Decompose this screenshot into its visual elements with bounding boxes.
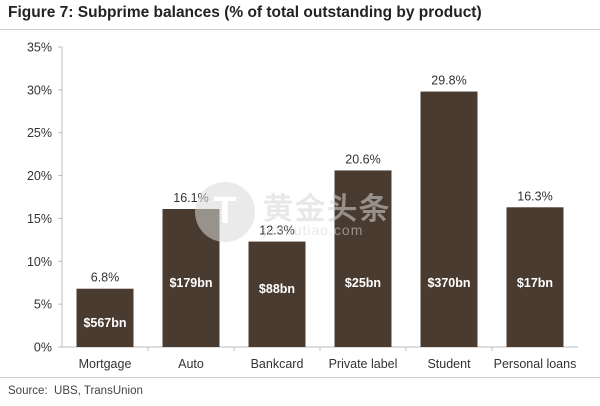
y-tick-label: 35% (27, 41, 52, 55)
bar (76, 288, 134, 347)
bar-chart: 0% 5% 10% 15% 20% 25% 30% 35% Mortgage 6.8% $567bn… (27, 41, 578, 371)
bar (420, 91, 478, 347)
balance-label: $370bn (427, 276, 470, 290)
data-label: 29.8% (431, 74, 466, 88)
balance-label: $179bn (169, 276, 212, 290)
balance-label: $25bn (345, 276, 381, 290)
balance-label: $88bn (259, 282, 295, 296)
data-label: 20.6% (345, 152, 380, 166)
watermark: T 黄金头条 jintoutiao.com (195, 182, 435, 242)
x-tick-label: Mortgage (79, 357, 132, 371)
data-label: 16.3% (517, 189, 552, 203)
x-tick-label: Auto (178, 357, 204, 371)
y-tick-label: 10% (27, 255, 52, 269)
watermark-cn: 黄金头条 (263, 193, 391, 226)
watermark-url: jintoutiao.com (263, 222, 364, 238)
y-tick-label: 25% (27, 126, 52, 140)
y-tick-label: 15% (27, 212, 52, 226)
source-divider (0, 377, 600, 378)
title-divider (0, 29, 600, 30)
t-logo-icon: T (195, 182, 255, 242)
x-tick-label: Bankcard (251, 357, 304, 371)
x-tick-label: Student (427, 357, 471, 371)
y-tick-label: 30% (27, 83, 52, 97)
data-label: 12.3% (259, 224, 294, 238)
bar (506, 207, 564, 347)
data-label: 6.8% (91, 271, 120, 285)
y-tick-label: 0% (34, 341, 52, 355)
balance-label: $567bn (83, 316, 126, 330)
chart-title: Figure 7: Subprime balances (% of total … (8, 4, 482, 21)
y-tick-label: 5% (34, 298, 52, 312)
bar (248, 241, 306, 347)
x-tick-label: Private label (329, 357, 398, 371)
y-tick-label: 20% (27, 169, 52, 183)
balance-label: $17bn (517, 276, 553, 290)
bar (334, 170, 392, 347)
x-tick-label: Personal loans (494, 357, 577, 371)
source-note: Source: UBS, TransUnion (8, 385, 143, 397)
